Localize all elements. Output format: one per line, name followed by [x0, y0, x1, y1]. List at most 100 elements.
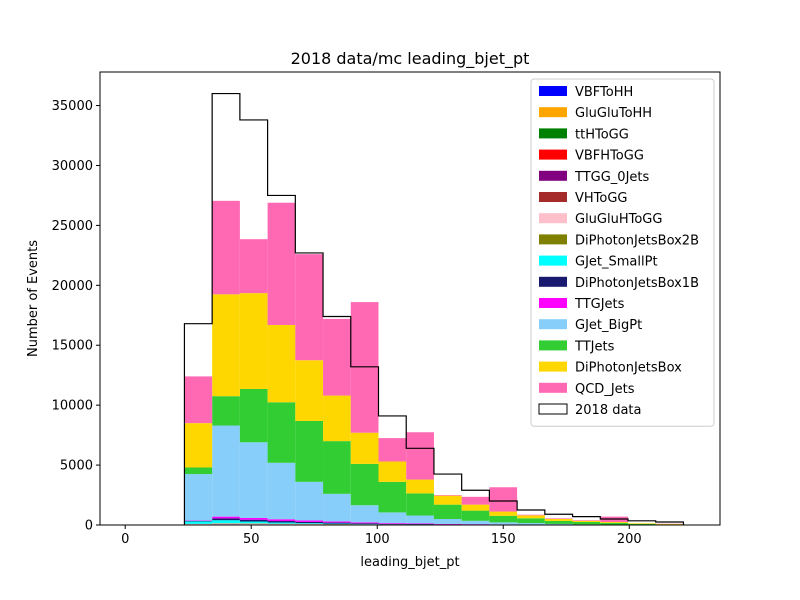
legend-swatch	[539, 382, 567, 393]
bar-QCD_Jets-9	[433, 495, 462, 496]
bar-DiPhotonJetsBox-10	[461, 504, 490, 511]
legend-label: VBFHToGG	[575, 149, 644, 164]
bar-DiPhotonJetsBox1B-4	[295, 521, 324, 524]
bar-QCD_Jets-11	[489, 487, 518, 512]
bar-TTJets-16	[628, 523, 656, 525]
legend-label: TTGJets	[574, 297, 625, 312]
bar-GJet_BigPt-6	[350, 505, 379, 523]
legend-label: QCD_Jets	[575, 382, 635, 397]
bar-TTJets-8	[406, 493, 434, 516]
bar-GluGluHToGG-0	[184, 524, 213, 525]
legend-entry: DiPhotonJetsBox2B	[539, 233, 699, 248]
bar-TTGJets-2	[239, 517, 268, 520]
legend-entry: GluGluToHH	[539, 106, 652, 121]
legend-entry: VHToGG	[539, 191, 628, 206]
data-histogram-line	[183, 92, 685, 525]
bar-QCD_Jets-14	[572, 520, 601, 521]
legend-swatch	[539, 255, 567, 266]
plot-area	[183, 92, 685, 525]
bar-DiPhotonJetsBox-3	[267, 324, 296, 403]
bar-TTJets-15	[600, 522, 629, 525]
plot-frame	[99, 71, 721, 526]
legend-label: DiPhotonJetsBox1B	[575, 276, 699, 291]
legend-box	[530, 78, 715, 427]
bar-QCD_Jets-0	[184, 376, 213, 424]
legend-swatch	[539, 192, 567, 202]
legend-entry: DiPhotonJetsBox1B	[539, 276, 699, 291]
legend-label: GJet_SmallPt	[575, 255, 658, 270]
legend-entry: GJet_SmallPt	[539, 255, 658, 270]
bar-TTGJets-4	[295, 520, 324, 522]
bar-GluGluHToGG-1	[212, 523, 240, 525]
bar-DiPhotonJetsBox-5	[323, 395, 351, 442]
bar-GJet_SmallPt-1	[212, 520, 240, 524]
x-axis-label: leading_bjet_pt	[360, 555, 459, 570]
bar-GJet_BigPt-4	[295, 481, 324, 521]
bar-TTJets-6	[350, 463, 379, 506]
bar-QCD_Jets-3	[267, 202, 296, 325]
bar-QCD_Jets-7	[378, 438, 407, 462]
bar-GJet_SmallPt-3	[267, 522, 296, 524]
legend-swatch	[539, 234, 567, 245]
legend-swatch	[539, 298, 567, 308]
bar-DiPhotonJetsBox-1	[212, 294, 240, 397]
bar-TTJets-10	[461, 510, 490, 521]
bar-GJet_SmallPt-4	[295, 523, 324, 524]
bar-DiPhotonJetsBox1B-6	[350, 523, 379, 525]
bar-GJet_BigPt-12	[517, 523, 545, 525]
legend-swatch	[539, 107, 567, 118]
bar-DiPhotonJetsBox-15	[600, 522, 629, 523]
y-tick-label: 35000	[52, 99, 93, 114]
series-QCD_Jets	[184, 200, 684, 524]
bar-TTJets-13	[544, 520, 573, 524]
bar-DiPhotonJetsBox-14	[572, 520, 601, 523]
legend-label: 2018 data	[575, 403, 642, 418]
legend-label: DiPhotonJetsBox	[575, 361, 682, 376]
bar-TTJets-12	[517, 518, 545, 524]
x-tick-label: 50	[243, 532, 260, 547]
legend-label: GluGluHToGG	[575, 212, 662, 227]
bar-GJet_SmallPt-2	[239, 521, 268, 524]
bar-DiPhotonJetsBox-7	[378, 461, 407, 482]
bar-GJet_BigPt-7	[378, 512, 407, 524]
x-tick-label: 150	[491, 532, 516, 547]
legend-label: DiPhotonJetsBox2B	[575, 233, 699, 248]
bar-TTJets-1	[212, 396, 240, 426]
y-axis-label: Number of Events	[26, 240, 41, 357]
x-tick-label: 200	[617, 532, 642, 547]
bar-DiPhotonJetsBox1B-2	[239, 519, 268, 522]
bar-DiPhotonJetsBox-8	[406, 479, 434, 494]
bar-QCD_Jets-8	[406, 432, 434, 480]
legend-swatch	[539, 170, 567, 181]
legend-entry: VBFToHH	[539, 85, 633, 100]
bar-QCD_Jets-1	[212, 200, 240, 295]
bar-QCD_Jets-10	[461, 496, 490, 505]
legend-label: ttHToGG	[575, 127, 629, 142]
legend-entry: GluGluHToGG	[539, 212, 662, 227]
legend-swatch	[539, 361, 567, 372]
bar-TTGJets-6	[350, 522, 379, 524]
bar-DiPhotonJetsBox1B-1	[212, 518, 240, 521]
bar-DiPhotonJetsBox-13	[544, 518, 573, 521]
legend-swatch	[539, 149, 567, 160]
bar-TTJets-7	[378, 481, 407, 513]
bar-DiPhotonJetsBox1B-3	[267, 521, 296, 523]
bar-QCD_Jets-13	[544, 518, 573, 519]
legend-label: GluGluToHH	[575, 106, 652, 121]
bar-GJet_BigPt-2	[239, 442, 268, 518]
legend-label: TTGG_0Jets	[574, 170, 650, 185]
bar-DiPhotonJetsBox-11	[489, 511, 518, 516]
bar-QCD_Jets-5	[323, 318, 351, 396]
legend-swatch	[539, 128, 567, 139]
bar-GJet_BigPt-13	[544, 523, 573, 525]
legend-entry: TTGG_0Jets	[539, 170, 650, 185]
bar-GJet_BigPt-3	[267, 462, 296, 520]
series-GJet_BigPt	[184, 425, 684, 525]
series-GJet_SmallPt	[184, 520, 434, 525]
bar-DiPhotonJetsBox-9	[433, 495, 462, 505]
legend-label: GJet_BigPt	[575, 318, 642, 333]
bar-TTGJets-1	[212, 516, 240, 519]
bar-TTJets-3	[267, 402, 296, 463]
legend: VBFToHH GluGluToHH ttHToGG VBFHToGG TTGG_0Je…	[530, 78, 715, 427]
bar-GJet_BigPt-9	[433, 519, 462, 524]
